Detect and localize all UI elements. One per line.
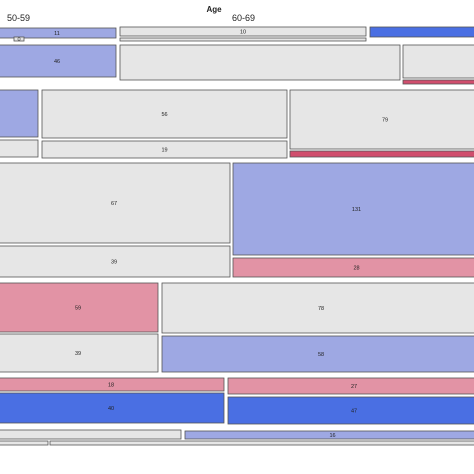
mosaic-cell (161, 335, 474, 373)
mosaic-cell (232, 257, 474, 278)
mosaic-cell (0, 392, 225, 424)
cell-count-label: 58 (318, 352, 324, 358)
cell-count-label: 39 (75, 351, 81, 357)
cell-count-label: 131 (352, 207, 361, 213)
cell-count-label: 18 (108, 383, 114, 389)
mosaic-cell (161, 282, 474, 334)
mosaic-cell (0, 44, 117, 78)
mosaic-cell (41, 140, 288, 159)
cell-count-label: 0 (17, 37, 20, 43)
column-label-50-59: 50-59 (7, 13, 31, 23)
cell-count-label: 79 (382, 118, 388, 124)
cell-count-label: 47 (351, 409, 357, 415)
mosaic-cell (0, 245, 231, 278)
cell-count-label: 56 (161, 112, 167, 118)
mosaic-cell (49, 440, 474, 446)
mosaic-cell (0, 377, 225, 392)
cell-count-label: 27 (351, 384, 357, 390)
mosaic-cell (402, 44, 474, 79)
mosaic-cell (227, 377, 474, 395)
mosaic-cell (402, 79, 474, 85)
mosaic-cell (369, 26, 474, 38)
mosaic-cell (0, 282, 159, 333)
mosaic-cell (13, 36, 25, 42)
mosaic-cell (119, 37, 367, 42)
mosaic-cell (119, 44, 401, 81)
cell-count-label: 28 (353, 266, 359, 272)
cell-count-label: 11 (54, 31, 60, 37)
mosaic-cell (119, 26, 367, 37)
cell-count-label: 78 (318, 306, 324, 312)
cell-count-label: 40 (108, 406, 114, 412)
mosaic-cell (41, 89, 288, 139)
cell-count-label: 39 (111, 260, 117, 266)
cell-count-label: 46 (54, 59, 60, 65)
mosaic-cell (0, 89, 39, 138)
mosaic-cell (227, 396, 474, 425)
cell-count-label: 59 (75, 306, 81, 312)
cell-count-label: 19 (161, 148, 167, 154)
mosaic-cell (0, 429, 182, 440)
column-label-60-69: 60-69 (232, 13, 256, 23)
cell-count-label: 67 (111, 201, 117, 207)
mosaic-cell (0, 333, 159, 373)
chart-title: Age (206, 5, 222, 14)
mosaic-cell (0, 139, 39, 158)
mosaic-cell (0, 27, 117, 39)
mosaic-cell (232, 162, 474, 256)
mosaic-cell (289, 89, 474, 150)
mosaic-cell (0, 440, 49, 446)
cell-count-label: 10 (240, 30, 246, 36)
mosaic-cell (0, 162, 231, 244)
cell-count-label: 16 (329, 433, 335, 439)
mosaic-cell (184, 430, 474, 440)
mosaic-cell (289, 150, 474, 158)
